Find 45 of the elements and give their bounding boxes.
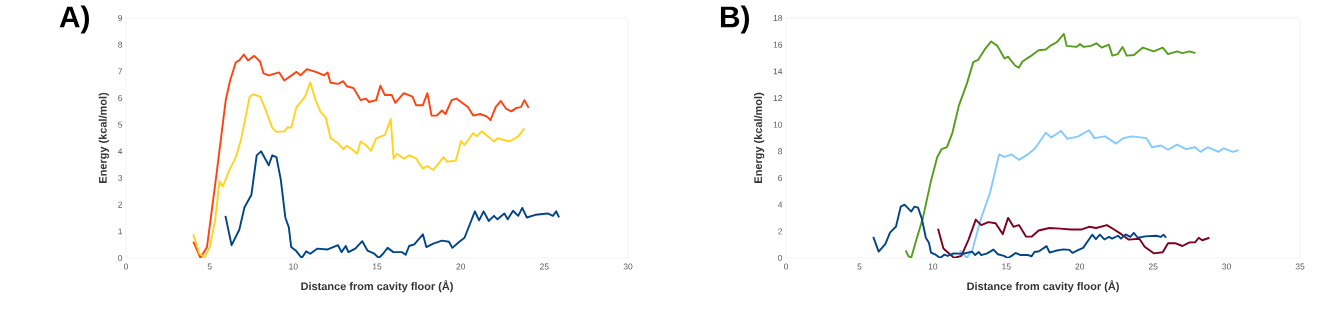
x-tick-label: 5 xyxy=(207,263,212,270)
y-tick-label: 6 xyxy=(118,95,123,101)
x-tick-label: 10 xyxy=(928,263,938,270)
x-tick-label: 10 xyxy=(289,263,298,270)
line-series xyxy=(224,150,561,258)
y-tick-label: 2 xyxy=(118,201,123,208)
x-tick-label: 30 xyxy=(623,263,633,270)
chart-title: B) xyxy=(720,5,750,34)
chart-title: A) xyxy=(59,5,89,34)
line-series xyxy=(958,129,1240,258)
y-tick-label: 5 xyxy=(118,121,123,128)
x-axis-title: Distance from cavity floor (Å) xyxy=(967,280,1119,293)
y-tick-label: 14 xyxy=(773,68,783,75)
line-series xyxy=(937,216,1211,258)
y-tick-label: 4 xyxy=(777,201,783,208)
x-axis-title: Distance from cavity floor (Å) xyxy=(301,280,453,293)
x-tick-label: 25 xyxy=(540,263,549,270)
y-tick-label: 0 xyxy=(118,255,123,261)
y-tick-label: 4 xyxy=(117,148,123,155)
x-tick-label: 20 xyxy=(456,263,466,270)
x-tick-label: 0 xyxy=(783,263,789,270)
y-tick-label: 8 xyxy=(118,41,123,48)
y-tick-label: 8 xyxy=(778,148,783,155)
y-tick-label: 9 xyxy=(118,15,123,21)
y-axis-title: Energy (kcal/mol) xyxy=(753,92,765,183)
x-tick-label: 0 xyxy=(123,263,129,270)
y-tick-label: 3 xyxy=(118,175,123,181)
y-axis-title: Energy (kcal/mol) xyxy=(98,92,109,183)
line-series xyxy=(872,203,1168,258)
x-tick-label: 35 xyxy=(1295,263,1305,270)
y-tick-label: 18 xyxy=(773,15,783,21)
x-tick-label: 30 xyxy=(1222,263,1231,270)
y-tick-label: 10 xyxy=(773,121,783,128)
y-tick-label: 12 xyxy=(773,95,783,101)
y-tick-label: 16 xyxy=(773,41,783,48)
x-tick-label: 5 xyxy=(857,263,862,270)
y-tick-label: 2 xyxy=(778,228,783,235)
y-tick-label: 7 xyxy=(118,68,123,75)
x-tick-label: 15 xyxy=(1002,263,1011,270)
x-tick-label: 25 xyxy=(1148,263,1158,270)
y-tick-label: 1 xyxy=(118,228,123,235)
x-tick-label: 15 xyxy=(372,263,382,270)
x-tick-label: 20 xyxy=(1075,263,1085,270)
y-tick-label: 0 xyxy=(778,255,783,261)
y-tick-label: 6 xyxy=(778,175,783,181)
